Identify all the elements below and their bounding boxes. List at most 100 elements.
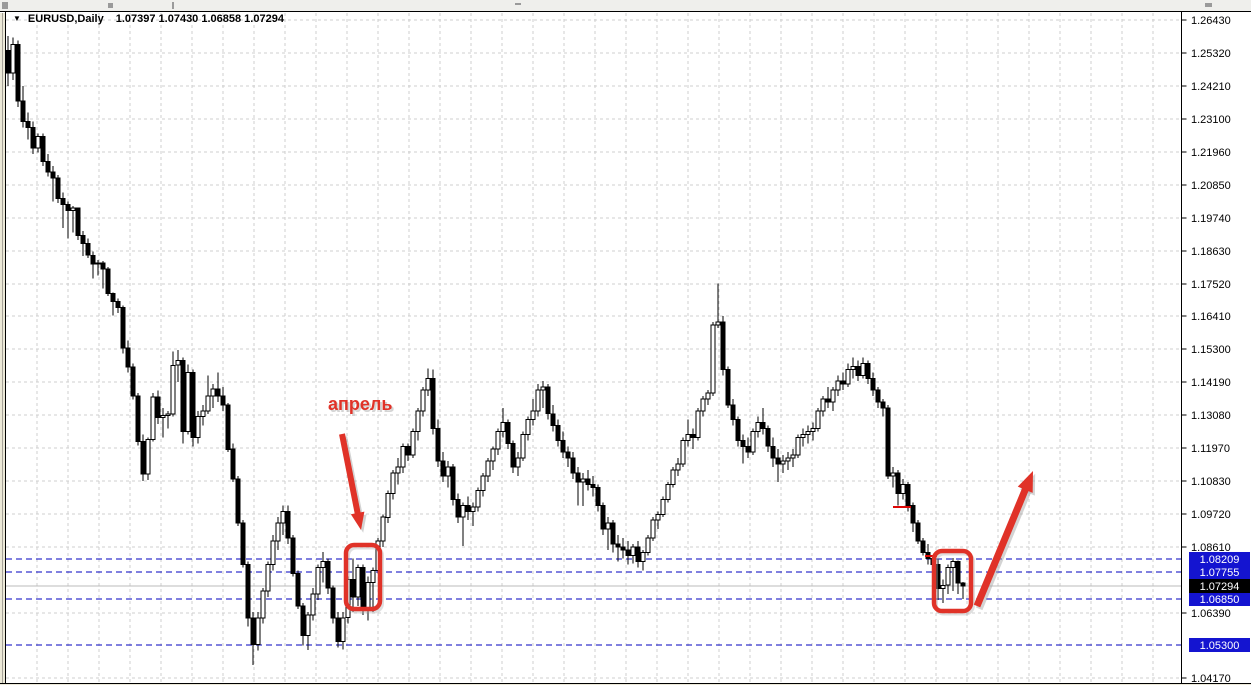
level-price-label: 1.06850 <box>1200 594 1240 606</box>
toolbar-fragment <box>108 3 113 8</box>
bear-candle <box>155 396 161 418</box>
bear-candle <box>125 347 131 368</box>
bull-candle <box>685 434 691 441</box>
bear-candle <box>770 445 776 459</box>
axis-tick-label: 1.19740 <box>1191 213 1231 225</box>
bear-candle <box>40 135 46 162</box>
bear-candle <box>745 445 751 453</box>
axis-tick-label: 1.06390 <box>1191 608 1231 620</box>
axis-tick-label: 1.09720 <box>1191 509 1231 521</box>
bear-candle <box>585 478 591 486</box>
april-arrow-down-head <box>350 511 365 530</box>
bear-candle <box>910 504 916 524</box>
bear-candle <box>295 572 301 607</box>
bull-candle <box>390 472 396 495</box>
bear-candle <box>550 413 556 427</box>
bear-candle <box>335 617 341 642</box>
bull-candle <box>805 431 811 435</box>
axis-tick-label: 1.11970 <box>1191 443 1230 455</box>
bull-candle <box>945 567 951 586</box>
bull-candle <box>950 561 956 568</box>
bear-candle <box>625 549 631 557</box>
bull-candle <box>700 398 706 412</box>
bull-candle <box>410 431 416 456</box>
bear-candle <box>775 457 781 465</box>
bear-candle <box>220 395 226 406</box>
bear-candle <box>955 561 961 584</box>
bear-candle <box>735 419 741 441</box>
toolbar-fragment <box>1205 3 1212 7</box>
bear-candle <box>25 121 31 128</box>
bear-candle <box>865 363 871 379</box>
bear-candle <box>235 478 241 524</box>
bull-candle <box>205 395 211 412</box>
bull-candle <box>385 493 391 518</box>
bull-candle <box>320 561 326 568</box>
bear-candle <box>325 561 331 589</box>
april-annotation-label: апрель <box>328 394 393 414</box>
bear-candle <box>285 510 291 539</box>
bull-candle <box>255 617 261 645</box>
bear-candle <box>130 366 136 397</box>
bull-candle <box>70 207 76 211</box>
bear-candle <box>135 395 141 442</box>
bull-candle <box>860 363 866 376</box>
chart-ohlc-values: 1.07397 1.07430 1.06858 1.07294 <box>115 13 284 25</box>
bear-candle <box>555 425 561 441</box>
bull-candle <box>535 389 541 412</box>
bull-candle <box>400 445 406 468</box>
bull-candle <box>655 513 661 521</box>
bull-candle <box>35 135 41 149</box>
symbol-dropdown-icon[interactable]: ▼ <box>13 14 21 23</box>
bear-candle <box>215 388 221 397</box>
axis-tick-label: 1.10830 <box>1191 476 1231 488</box>
bear-candle <box>690 434 696 438</box>
bear-candle <box>725 368 731 406</box>
bull-candle <box>175 360 181 366</box>
bull-candle <box>660 499 666 515</box>
level-price-label-bg <box>1189 565 1250 579</box>
bear-candle <box>765 428 771 447</box>
bear-candle <box>545 386 551 415</box>
bear-candle <box>615 543 621 548</box>
bear-candle <box>240 522 246 566</box>
bull-candle <box>270 540 276 566</box>
bull-candle <box>170 364 176 415</box>
bear-candle <box>875 389 881 403</box>
bull-candle <box>710 324 716 394</box>
axis-tick-label: 1.14190 <box>1191 377 1231 389</box>
bull-candle <box>165 413 171 417</box>
chart-title-line: ▼ EURUSD,Daily 1.07397 1.07430 1.06858 1… <box>13 13 284 25</box>
bull-candle <box>540 386 546 391</box>
bull-candle <box>715 321 721 326</box>
bear-candle <box>635 546 641 563</box>
bear-candle <box>600 504 606 530</box>
bear-candle <box>85 242 91 256</box>
bull-candle <box>460 504 466 518</box>
bull-candle <box>705 392 711 400</box>
bull-candle <box>480 475 486 492</box>
axis-tick-label: 1.08610 <box>1191 542 1231 554</box>
bull-candle <box>415 410 421 432</box>
price-axis[interactable]: 1.26430 1.25320 1.24210 1.23100 1.21960 1.208… <box>1181 12 1251 685</box>
bull-candle <box>355 567 361 598</box>
bear-candle <box>80 234 86 244</box>
toolbar-fragment <box>172 2 174 9</box>
bear-candle <box>115 300 121 308</box>
bull-candle <box>640 552 646 563</box>
toolbar-strip-cropped <box>0 0 1251 12</box>
bear-candle <box>435 428 441 462</box>
axis-tick-label: 1.16410 <box>1191 311 1231 323</box>
bull-candle <box>750 431 756 453</box>
level-price-label: 1.05300 <box>1200 640 1240 652</box>
bull-candle <box>10 44 16 74</box>
bear-candle <box>510 442 516 468</box>
bull-candle <box>665 484 671 501</box>
bear-candle <box>430 377 436 430</box>
bull-candle <box>145 439 151 475</box>
current-price-label-bg <box>1189 579 1250 593</box>
bear-candle <box>250 617 256 645</box>
axis-tick-label: 1.23100 <box>1191 114 1231 126</box>
